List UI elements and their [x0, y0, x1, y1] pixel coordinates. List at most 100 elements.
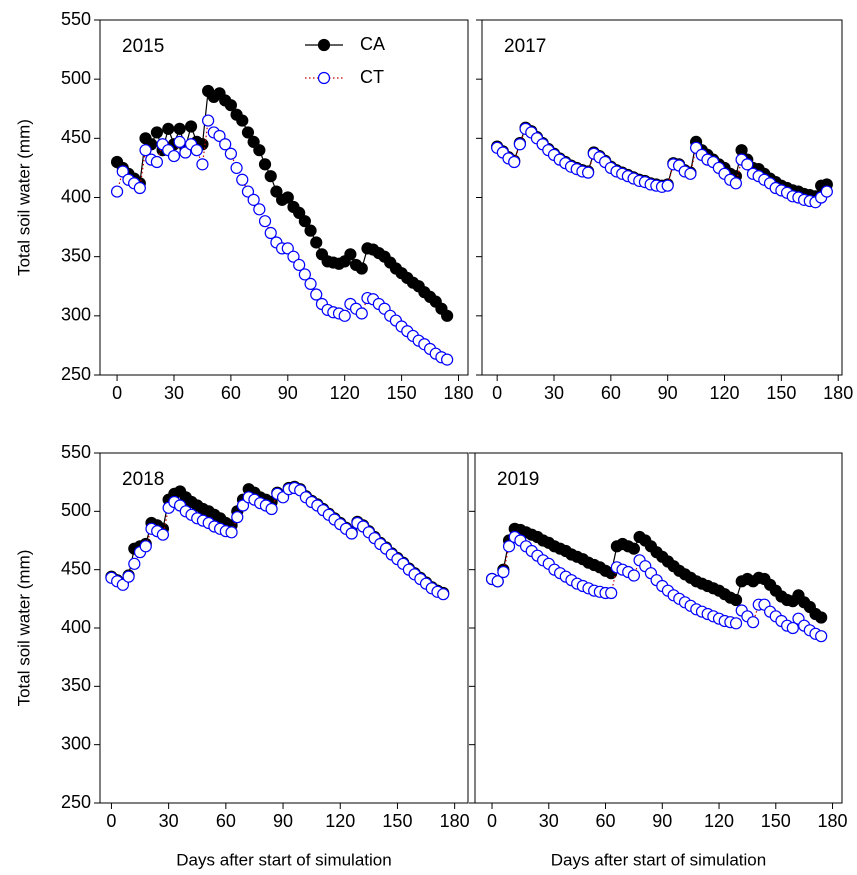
- data-point: [270, 185, 283, 198]
- x-tick-label: 30: [544, 383, 564, 403]
- x-tick-label: 150: [761, 811, 791, 831]
- data-point: [287, 250, 300, 263]
- y-tick-label: 450: [61, 127, 91, 147]
- data-point: [150, 126, 164, 139]
- panel: 0 30 60 90 120 150 180 2017: [476, 19, 853, 403]
- legend-marker: [317, 71, 331, 85]
- data-point: [265, 502, 278, 516]
- x-tick-label: 60: [216, 811, 236, 831]
- data-point: [162, 122, 175, 135]
- x-tick-label: 0: [112, 383, 122, 403]
- data-point: [258, 158, 272, 171]
- panel: 250 300 350 400 450 500 550 0 30 60 90 120 150 180 201…: [14, 9, 473, 403]
- legend-label: CT: [360, 67, 384, 87]
- x-tick-label: 30: [164, 383, 184, 403]
- y-tick-label: 300: [61, 305, 91, 325]
- x-tick-label: 180: [818, 811, 848, 831]
- panel-title: 2015: [122, 36, 164, 57]
- panel: 0 30 60 90 120 150 180 2019 Days after start of …: [469, 452, 848, 869]
- x-tick-label: 30: [159, 811, 179, 831]
- data-point: [122, 570, 135, 583]
- y-tick-label: 350: [61, 675, 91, 695]
- data-point: [298, 215, 311, 228]
- x-tick-label: 180: [440, 811, 470, 831]
- data-point: [293, 258, 306, 272]
- data-point: [247, 193, 260, 206]
- x-tick-label: 150: [387, 383, 417, 403]
- data-point: [661, 179, 674, 192]
- x-tick-label: 60: [596, 811, 616, 831]
- panel-title: 2017: [504, 36, 546, 57]
- data-point: [310, 288, 323, 301]
- data-point: [786, 621, 799, 635]
- y-axis-title: Total soil water (mm): [14, 119, 33, 276]
- y-tick-label: 350: [61, 245, 91, 265]
- data-point: [110, 185, 124, 198]
- legend-marker: [317, 38, 331, 52]
- data-point: [167, 149, 181, 163]
- data-point: [264, 226, 277, 240]
- y-tick-label: 450: [61, 558, 91, 578]
- x-tick-label: 0: [106, 811, 116, 831]
- y-tick-label: 250: [61, 364, 91, 384]
- data-point: [345, 527, 358, 540]
- data-point: [582, 166, 595, 179]
- panel-title: 2018: [122, 469, 164, 490]
- y-tick-label: 550: [61, 442, 91, 462]
- data-point: [684, 167, 697, 180]
- data-point: [310, 236, 323, 249]
- x-tick-label: 90: [652, 811, 672, 831]
- data-point: [513, 138, 526, 151]
- x-tick-label: 90: [278, 383, 298, 403]
- data-point: [605, 586, 618, 600]
- data-point: [729, 617, 743, 630]
- x-tick-label: 120: [710, 383, 740, 403]
- data-point: [264, 170, 277, 183]
- plot-frame: [99, 452, 469, 804]
- data-point: [338, 309, 351, 322]
- x-tick-label: 60: [601, 383, 621, 403]
- y-tick-label: 400: [61, 186, 91, 206]
- data-point: [627, 569, 641, 582]
- data-point: [437, 588, 450, 601]
- data-point: [304, 224, 317, 237]
- data-point: [355, 307, 368, 320]
- data-point: [627, 542, 641, 555]
- data-point: [236, 173, 249, 186]
- x-tick-label: 120: [330, 383, 360, 403]
- data-point: [276, 491, 290, 504]
- data-point: [729, 177, 742, 190]
- x-tick-label: 150: [766, 383, 796, 403]
- data-point: [150, 155, 164, 169]
- data-point: [502, 540, 516, 553]
- data-point: [156, 528, 170, 541]
- data-point: [224, 99, 237, 112]
- x-tick-label: 120: [325, 811, 355, 831]
- data-point: [184, 120, 198, 133]
- data-point: [241, 126, 255, 139]
- x-tick-label: 90: [273, 811, 293, 831]
- data-point: [196, 158, 209, 171]
- data-point: [139, 144, 152, 157]
- data-point: [746, 616, 760, 629]
- x-tick-label: 90: [658, 383, 678, 403]
- x-tick-label: 180: [443, 383, 473, 403]
- legend-label: CA: [360, 34, 385, 54]
- data-point: [293, 206, 306, 219]
- data-point: [224, 147, 237, 160]
- y-axis-title: Total soil water (mm): [14, 550, 33, 707]
- data-point: [247, 135, 260, 148]
- y-tick-label: 300: [61, 733, 91, 753]
- data-point: [173, 135, 186, 148]
- x-axis-title: Days after start of simulation: [551, 850, 766, 869]
- panel-title: 2019: [497, 469, 539, 490]
- data-point: [344, 248, 357, 261]
- data-point: [219, 138, 232, 151]
- data-point: [139, 540, 152, 553]
- x-tick-label: 30: [539, 811, 559, 831]
- data-point: [815, 611, 828, 624]
- data-point: [133, 181, 146, 195]
- x-tick-label: 0: [487, 811, 497, 831]
